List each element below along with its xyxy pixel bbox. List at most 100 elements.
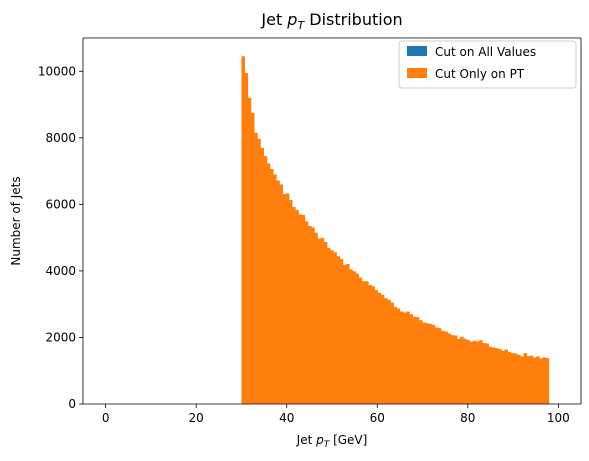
histogram-bar bbox=[304, 221, 309, 404]
histogram-bar bbox=[241, 56, 245, 405]
histogram-bar bbox=[475, 341, 480, 404]
legend-swatch-cut-all bbox=[407, 46, 427, 56]
histogram-bar bbox=[384, 298, 388, 404]
y-axis-label: Number of Jets bbox=[9, 176, 23, 265]
histogram-bar bbox=[415, 317, 420, 404]
histogram-bar bbox=[247, 97, 252, 404]
histogram-bar bbox=[365, 281, 369, 404]
y-tick-label: 2000 bbox=[45, 330, 76, 344]
histogram-bar bbox=[368, 284, 372, 404]
histogram-bar bbox=[498, 349, 502, 404]
y-tick-label: 10000 bbox=[38, 64, 76, 78]
x-tick-label: 0 bbox=[102, 411, 110, 425]
histogram-bar bbox=[406, 311, 410, 404]
legend-swatch-cut-pt bbox=[407, 68, 427, 78]
histogram-bar bbox=[412, 316, 417, 404]
histogram-bar bbox=[393, 306, 398, 404]
histogram-bar bbox=[374, 290, 379, 404]
x-axis-ticks: 0 20 40 60 80 100 bbox=[102, 404, 570, 425]
histogram-bar bbox=[485, 343, 489, 404]
histogram-bar bbox=[431, 324, 436, 404]
histogram-bar bbox=[377, 292, 382, 404]
histogram-bar bbox=[529, 355, 534, 404]
histogram-bar bbox=[520, 356, 524, 404]
histogram-bar bbox=[257, 138, 261, 404]
histogram-bar bbox=[336, 256, 341, 404]
histogram-bar bbox=[472, 340, 477, 404]
histogram-bar bbox=[517, 354, 521, 404]
histogram-bar bbox=[466, 340, 470, 404]
x-tick-label: 100 bbox=[547, 411, 570, 425]
histogram-bar bbox=[323, 241, 328, 404]
histogram-bar bbox=[399, 311, 404, 404]
histogram-bar bbox=[460, 336, 464, 404]
histogram-bar bbox=[403, 312, 407, 404]
histogram-bar bbox=[469, 341, 474, 404]
histogram-bar bbox=[282, 194, 287, 404]
histogram-bar bbox=[263, 156, 268, 404]
histogram-bar bbox=[342, 264, 347, 404]
histogram-bar bbox=[479, 340, 483, 404]
histogram-bar bbox=[358, 277, 363, 404]
histogram-bar bbox=[441, 330, 445, 404]
histogram-bar bbox=[308, 225, 312, 404]
histogram-bar bbox=[434, 327, 439, 404]
histogram-bar bbox=[244, 72, 249, 404]
histogram-bar bbox=[447, 333, 451, 404]
histogram-bar bbox=[380, 294, 385, 404]
histogram-bar bbox=[533, 357, 537, 404]
histogram-bar bbox=[387, 299, 391, 404]
y-tick-label: 8000 bbox=[45, 131, 76, 145]
histogram-bar bbox=[428, 323, 432, 404]
legend-label-cut-pt: Cut Only on PT bbox=[435, 67, 525, 81]
legend-label-cut-all: Cut on All Values bbox=[435, 45, 536, 59]
y-tick-label: 4000 bbox=[45, 264, 76, 278]
histogram-bar bbox=[314, 232, 318, 404]
histogram-bar bbox=[539, 358, 543, 404]
histogram-bar bbox=[273, 174, 277, 404]
legend-box bbox=[398, 40, 577, 89]
histogram-bar bbox=[501, 350, 505, 404]
histogram-bar bbox=[545, 358, 550, 404]
histogram-bar bbox=[346, 263, 350, 404]
histogram-bar bbox=[396, 308, 401, 404]
y-axis-ticks: 0 2000 4000 6000 8000 10000 bbox=[38, 64, 83, 411]
histogram-bar bbox=[422, 322, 426, 404]
histogram-bar bbox=[390, 302, 394, 404]
axes-frame bbox=[82, 37, 582, 405]
histogram-bar bbox=[453, 335, 458, 404]
y-tick-label: 6000 bbox=[45, 197, 76, 211]
histogram-bar bbox=[317, 238, 322, 404]
histogram-bar bbox=[330, 250, 334, 404]
histogram-bar bbox=[526, 356, 531, 404]
histogram-bar bbox=[298, 214, 303, 404]
histogram-bars bbox=[241, 56, 550, 405]
histogram-bar bbox=[444, 331, 448, 404]
histogram-bar bbox=[254, 132, 258, 404]
histogram-bar bbox=[352, 271, 356, 404]
chart-title: Jet pT Distribution bbox=[260, 10, 402, 32]
histogram-bar bbox=[288, 200, 293, 404]
x-tick-label: 20 bbox=[189, 411, 204, 425]
histogram-bar bbox=[456, 338, 461, 404]
histogram-bar bbox=[279, 184, 283, 404]
histogram-bar bbox=[507, 352, 512, 404]
histogram-bar bbox=[418, 320, 423, 404]
histogram-bar bbox=[269, 169, 274, 404]
histogram-bar bbox=[494, 348, 499, 404]
histogram-bar bbox=[250, 112, 255, 405]
histogram-bar bbox=[523, 353, 528, 404]
histogram-bar bbox=[488, 346, 493, 404]
x-tick-label: 40 bbox=[279, 411, 294, 425]
histogram-bar bbox=[311, 227, 315, 404]
histogram-bar bbox=[425, 323, 429, 404]
histogram-bar bbox=[327, 247, 331, 404]
histogram-bar bbox=[491, 347, 496, 404]
histogram-bar bbox=[260, 147, 264, 405]
histogram-bar bbox=[285, 193, 290, 404]
histogram-bar bbox=[361, 281, 366, 404]
histogram-bar bbox=[266, 163, 271, 404]
histogram-bar bbox=[371, 286, 375, 404]
x-tick-label: 60 bbox=[370, 411, 385, 425]
